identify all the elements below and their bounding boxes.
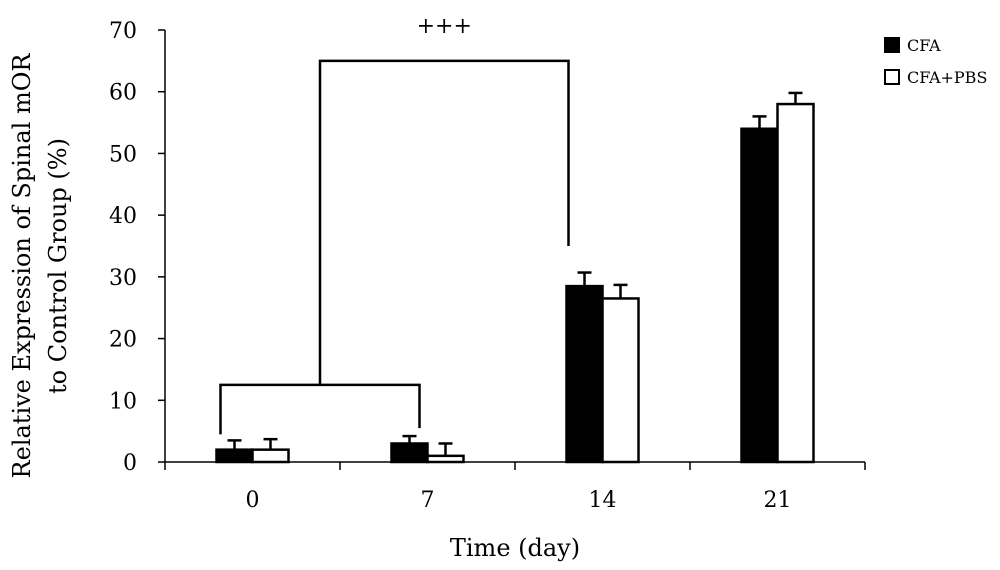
y-axis-title-line-2: to Control Group (%) (44, 138, 72, 394)
y-axis-title-line-1: Relative Expression of Spinal mOR (8, 53, 36, 479)
axes: 0 10 20 30 40 50 60 70 0 7 14 21 (109, 19, 866, 513)
x-tick-label: 14 (589, 488, 617, 513)
bar-cfa-7 (390, 442, 429, 464)
bar-cfa-21 (740, 127, 779, 464)
legend: CFA CFA+PBS (884, 36, 987, 87)
y-tick-label: 60 (109, 81, 137, 106)
bracket-upper (318, 59, 570, 385)
x-ticks: 0 7 14 21 (164, 462, 866, 513)
y-ticks: 0 10 20 30 40 50 60 70 (109, 19, 165, 476)
y-tick-label: 20 (109, 328, 137, 353)
bars (215, 91, 815, 464)
bar-cfa-14 (565, 284, 604, 464)
y-tick-label: 10 (109, 389, 137, 414)
legend-label-cfa-pbs: CFA+PBS (907, 68, 987, 87)
bracket-lower (219, 383, 421, 435)
legend-swatch-cfa-pbs (884, 69, 900, 85)
y-tick-label: 70 (109, 19, 137, 44)
bar-cfa-pbs-14 (601, 297, 640, 464)
significance-label: +++ (417, 14, 472, 39)
x-tick-label: 0 (246, 488, 260, 513)
x-tick-label: 7 (421, 488, 435, 513)
y-tick-label: 30 (109, 266, 137, 291)
bar-cfa-0 (215, 448, 254, 464)
bar-cfa-pbs-21 (776, 102, 815, 464)
x-axis-title: Time (day) (450, 534, 580, 562)
y-axis-title: Relative Expression of Spinal mOR to Con… (8, 53, 72, 479)
y-tick-label: 40 (109, 204, 137, 229)
legend-label-cfa: CFA (907, 36, 941, 55)
bar-cfa-pbs-7 (426, 454, 465, 464)
y-tick-label: 50 (109, 142, 137, 167)
x-tick-label: 21 (764, 488, 792, 513)
significance-annotation: +++ (219, 14, 570, 435)
legend-swatch-cfa (884, 37, 900, 53)
y-tick-label: 0 (123, 451, 137, 476)
bar-cfa-pbs-0 (251, 448, 290, 464)
